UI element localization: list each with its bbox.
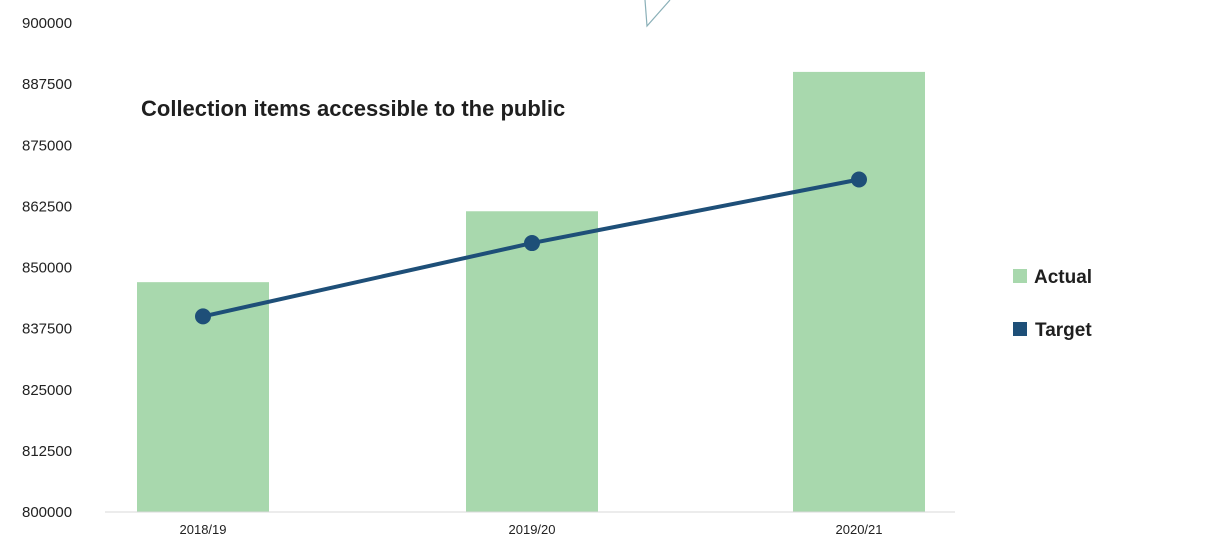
legend-swatch-target xyxy=(1013,322,1027,336)
target-point-2018-19 xyxy=(195,308,211,325)
y-tick-label: 850000 xyxy=(22,260,72,277)
legend-label-target: Target xyxy=(1035,320,1092,341)
y-tick-label: 825000 xyxy=(22,382,72,399)
chart-title: Collection items accessible to the publi… xyxy=(141,96,565,121)
legend-label-actual: Actual xyxy=(1034,267,1092,288)
target-point-2019-20 xyxy=(524,235,540,252)
y-axis-ticks: 800000 812500 825000 837500 850000 862500 8750… xyxy=(22,15,72,521)
target-point-2020-21 xyxy=(851,171,867,188)
x-tick-label: 2019/20 xyxy=(509,522,556,537)
y-tick-label: 900000 xyxy=(22,15,72,32)
y-tick-label: 800000 xyxy=(22,504,72,521)
y-tick-label: 862500 xyxy=(22,198,72,215)
y-tick-label: 812500 xyxy=(22,443,72,460)
y-tick-label: 887500 xyxy=(22,76,72,93)
x-tick-label: 2018/19 xyxy=(180,522,227,537)
legend: Actual Target xyxy=(1013,267,1092,341)
bar-actual-2019-20 xyxy=(466,211,598,512)
y-tick-label: 875000 xyxy=(22,137,72,154)
y-tick-label: 837500 xyxy=(22,321,72,338)
legend-swatch-actual xyxy=(1013,269,1027,283)
x-tick-label: 2020/21 xyxy=(836,522,883,537)
x-axis-ticks: 2018/19 2019/20 2020/21 xyxy=(180,522,883,537)
bar-actual-2020-21 xyxy=(793,71,925,513)
target-line-layer xyxy=(195,171,867,325)
decorative-callout-outline xyxy=(644,0,671,28)
bars-layer xyxy=(137,71,925,513)
